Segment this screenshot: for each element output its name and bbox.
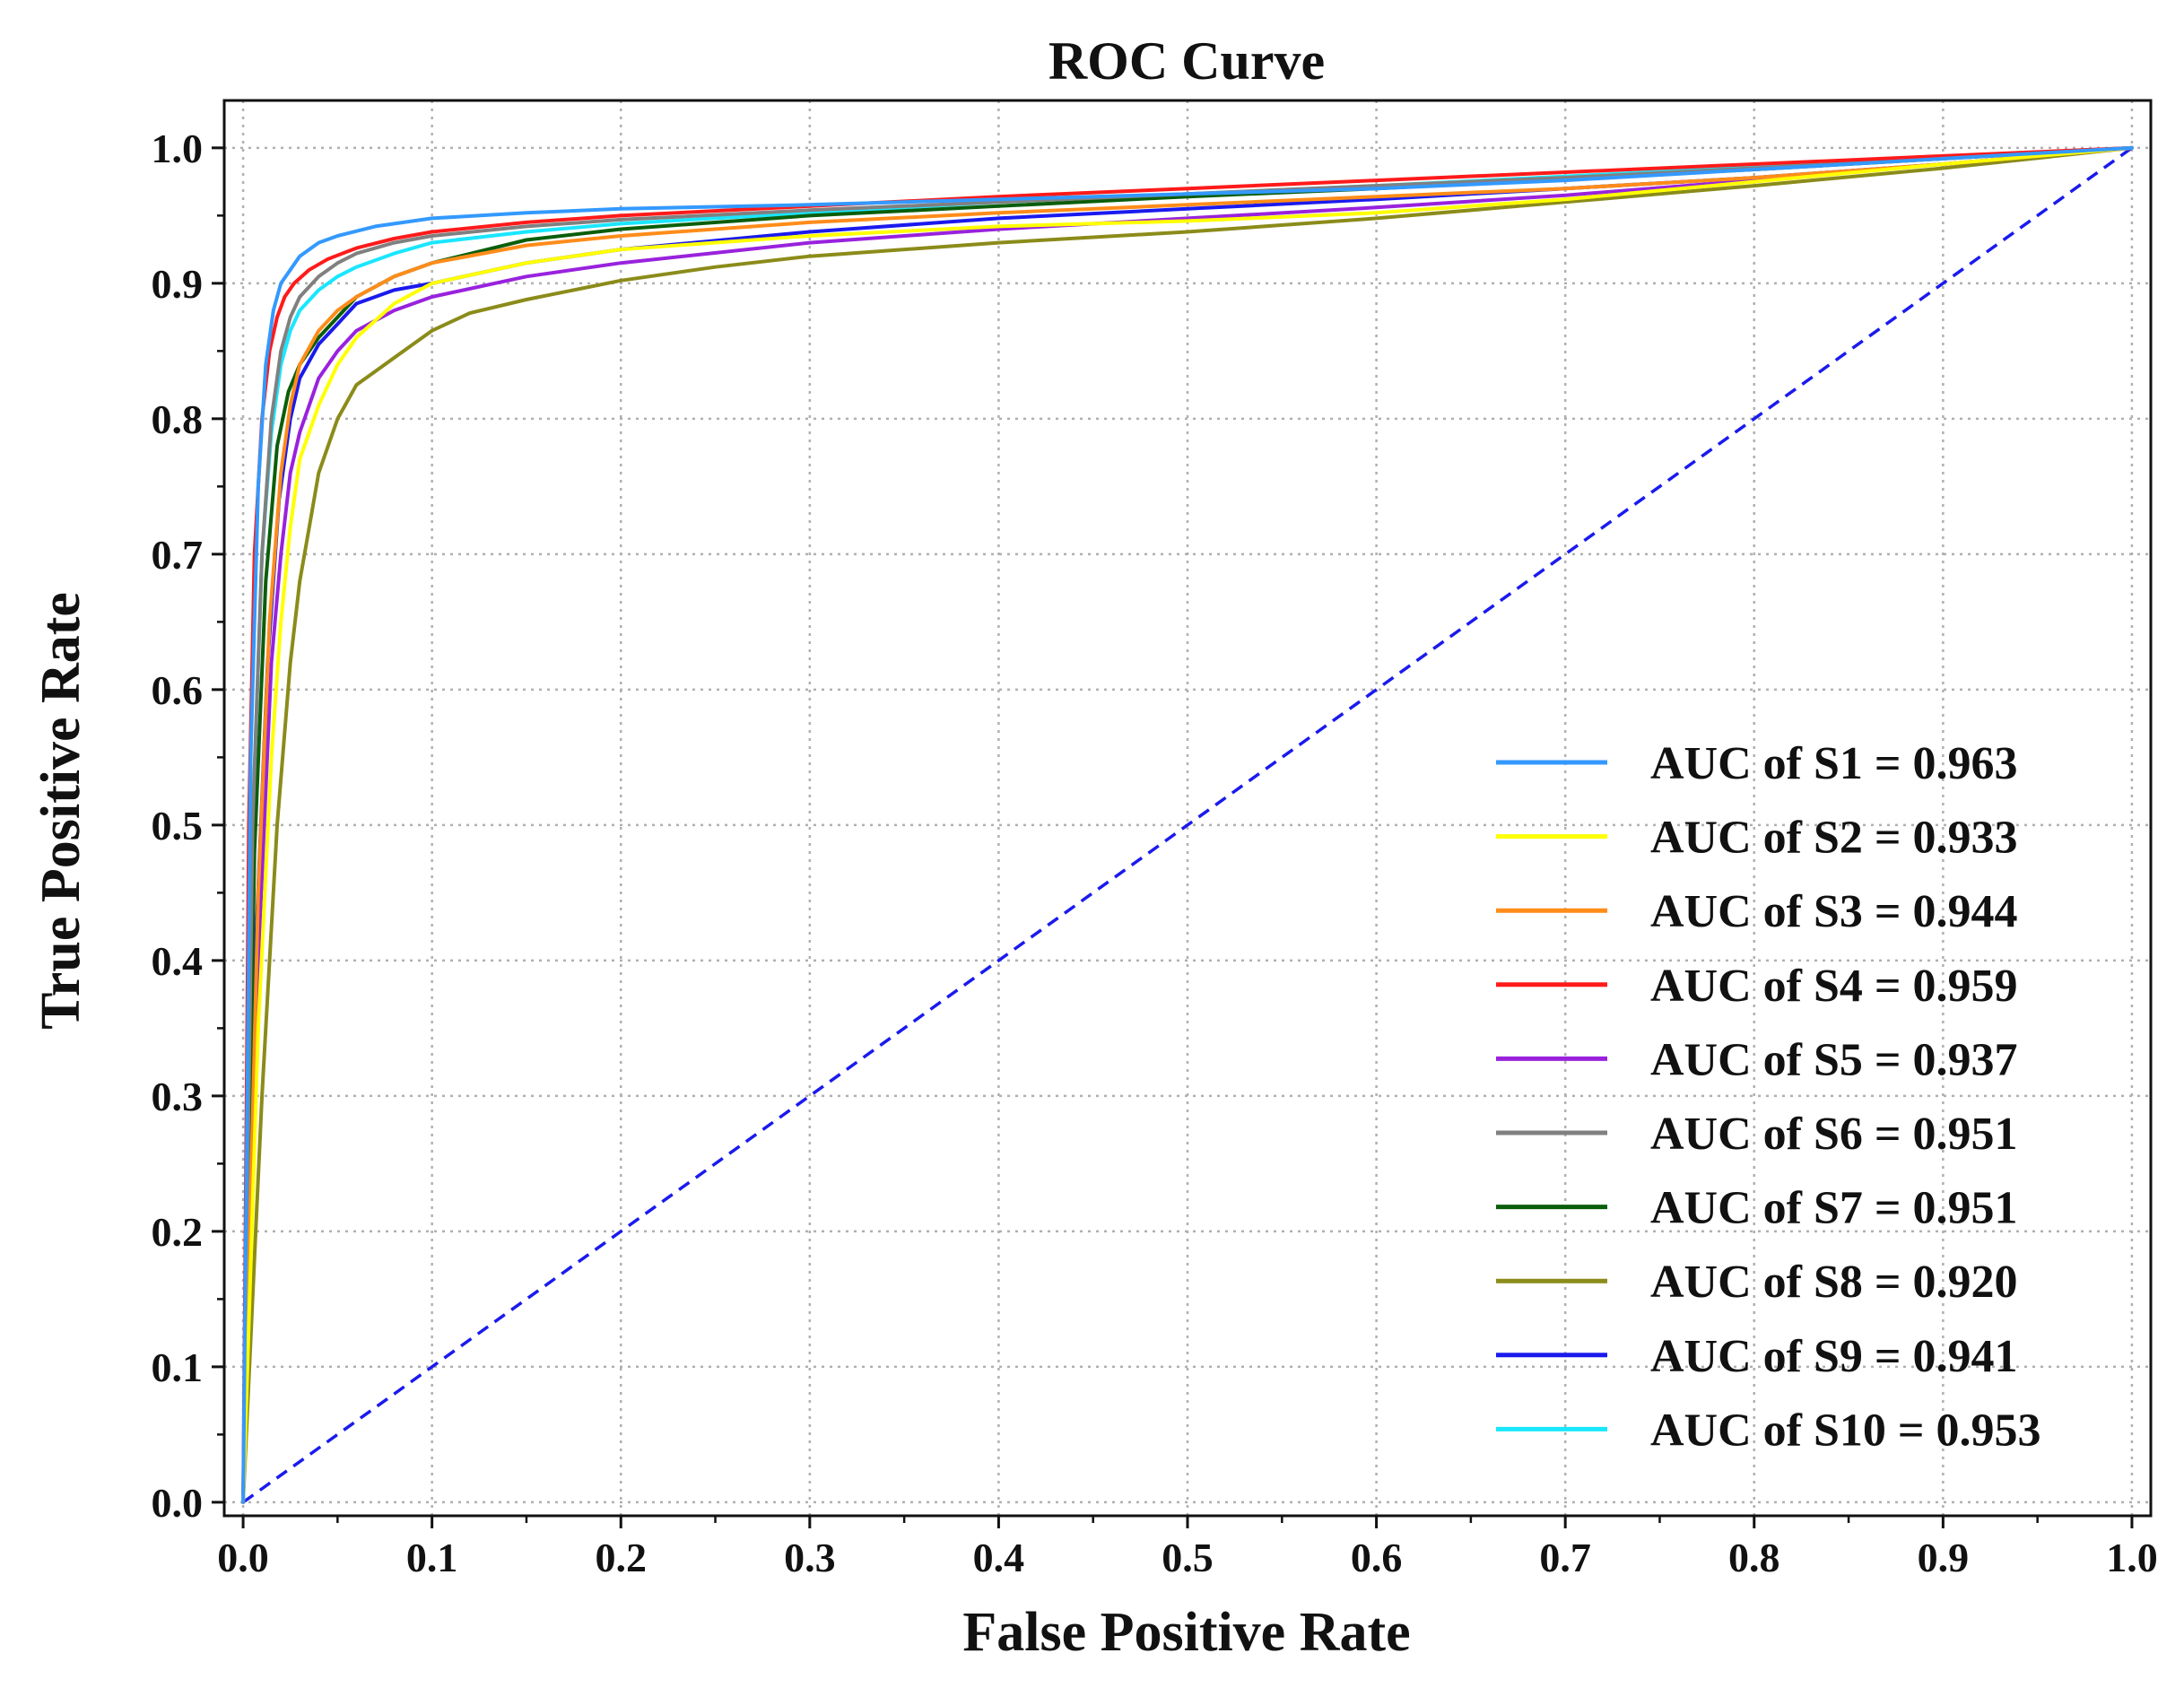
series-layer xyxy=(241,145,2134,1504)
legend-label-s9: AUC of S9 = 0.941 xyxy=(1650,1331,2018,1382)
legend-label-s1: AUC of S1 = 0.963 xyxy=(1650,738,2018,789)
legend-label-s2: AUC of S2 = 0.933 xyxy=(1650,813,2018,864)
legend-label-s3: AUC of S3 = 0.944 xyxy=(1650,886,2018,937)
y-tick-label: 0.1 xyxy=(152,1344,204,1390)
x-axis-label: False Positive Rate xyxy=(962,1602,1410,1663)
x-tick-label: 0.6 xyxy=(1351,1535,1403,1580)
y-tick-label: 1.0 xyxy=(152,126,204,171)
y-tick-label: 0.2 xyxy=(152,1209,204,1255)
y-tick-label: 0.5 xyxy=(152,803,204,848)
legend-label-s8: AUC of S8 = 0.920 xyxy=(1650,1257,2018,1308)
axes-layer: 0.0 0.1 0.2 0.3 0.4 0.5 0.6 0.7 0.8 0.9 1.0 0.0 0.1 0… xyxy=(152,99,2158,1580)
legend: AUC of S1 = 0.963 AUC of S2 = 0.933 AUC of… xyxy=(1496,738,2041,1456)
x-tick-label: 0.5 xyxy=(1162,1535,1214,1580)
y-axis-label: True Positive Rate xyxy=(30,592,91,1030)
y-tick-label: 0.8 xyxy=(152,396,204,442)
series-line-s1 xyxy=(241,145,2134,1504)
grid-layer xyxy=(224,100,2151,1516)
y-tick-label: 0.3 xyxy=(152,1074,204,1119)
x-tick-label: 0.4 xyxy=(973,1535,1025,1580)
reference-diagonal-line xyxy=(242,146,2133,1504)
legend-label-s6: AUC of S6 = 0.951 xyxy=(1650,1109,2018,1160)
legend-label-s4: AUC of S4 = 0.959 xyxy=(1650,961,2018,1012)
series-line-s3 xyxy=(241,145,2134,1504)
x-tick-label: 0.3 xyxy=(784,1535,836,1580)
x-tick-label: 1.0 xyxy=(2106,1535,2158,1580)
series-line-s8 xyxy=(241,145,2134,1504)
y-tick-label: 0.6 xyxy=(152,667,204,713)
chart-title: ROC Curve xyxy=(1048,31,1325,91)
y-tick-label: 0.9 xyxy=(152,261,204,307)
y-tick-label: 0.0 xyxy=(152,1480,204,1526)
y-tick-label: 0.7 xyxy=(152,532,204,578)
x-tick-label: 0.9 xyxy=(1918,1535,1970,1580)
legend-label-s10: AUC of S10 = 0.953 xyxy=(1650,1405,2041,1456)
x-tick-label: 0.1 xyxy=(406,1535,458,1580)
legend-label-s5: AUC of S5 = 0.937 xyxy=(1650,1034,2018,1085)
series-line-s6 xyxy=(241,145,2134,1504)
legend-label-s7: AUC of S7 = 0.951 xyxy=(1650,1183,2018,1234)
y-tick-label: 0.4 xyxy=(152,938,204,984)
x-tick-label: 0.2 xyxy=(595,1535,647,1580)
labels-layer: ROC Curve False Positive Rate True Posit… xyxy=(30,31,1411,1663)
series-line-s4 xyxy=(241,145,2134,1504)
x-tick-label: 0.0 xyxy=(217,1535,269,1580)
series-line-s2 xyxy=(241,145,2134,1504)
x-tick-label: 0.8 xyxy=(1728,1535,1780,1580)
series-line-s5 xyxy=(241,145,2134,1504)
x-tick-label: 0.7 xyxy=(1539,1535,1591,1580)
